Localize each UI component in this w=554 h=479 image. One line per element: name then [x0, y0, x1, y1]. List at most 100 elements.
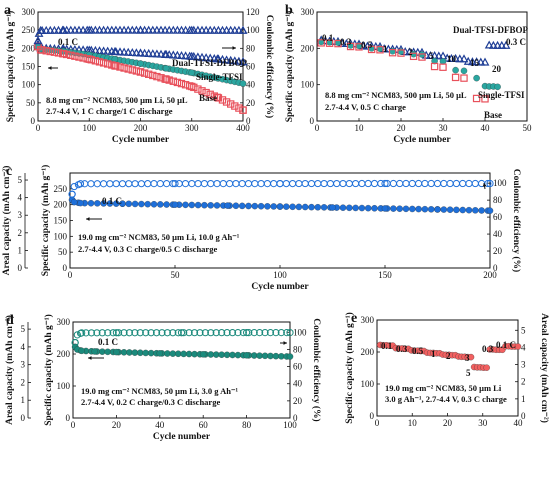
data-point [459, 54, 469, 63]
data-point [158, 329, 166, 337]
data-point [345, 179, 353, 188]
data-point [123, 25, 133, 34]
y-tick-label: 100 [54, 231, 68, 241]
y2-tick-label: 80 [293, 344, 303, 354]
data-point [87, 199, 95, 207]
data-point [177, 25, 186, 34]
data-point [213, 202, 221, 209]
data-point [415, 179, 423, 188]
data-point [125, 200, 133, 208]
data-point [138, 200, 145, 208]
y-tick-label: 300 [301, 7, 315, 17]
x-tick-label: 10 [355, 123, 365, 133]
y-axis-title: Specific capacity (mAh g⁻¹) [43, 314, 54, 426]
data-point [188, 69, 195, 76]
data-point [465, 179, 473, 188]
data-point [120, 349, 128, 356]
data-point [326, 179, 334, 188]
data-point [390, 205, 397, 212]
data-point [440, 179, 448, 188]
data-point [381, 205, 389, 212]
data-point [251, 202, 259, 210]
data-point [301, 203, 309, 211]
data-point [383, 44, 393, 53]
data-point [257, 180, 265, 188]
data-point [95, 25, 104, 34]
data-point [434, 206, 441, 213]
data-point [329, 204, 336, 211]
data-point [238, 57, 248, 66]
y-tick-label: 50 [26, 98, 36, 108]
data-point [228, 329, 237, 337]
data-point [213, 93, 222, 102]
data-point [200, 180, 208, 188]
data-point [415, 205, 422, 213]
y2-tick-label: 40 [246, 80, 256, 90]
data-point [446, 206, 454, 213]
data-point [286, 353, 294, 360]
data-point [181, 25, 191, 34]
x-tick-label: 60 [199, 420, 209, 430]
y2-axis-title: Coulombic efficiency (%) [311, 318, 322, 421]
data-point [187, 25, 197, 34]
data-point [180, 329, 188, 337]
y2-tick-label: 0 [493, 263, 498, 273]
data-point [157, 74, 165, 82]
y-tick-label: 300 [57, 317, 71, 327]
data-point [364, 179, 372, 188]
data-point [109, 329, 117, 337]
x-tick-label: 200 [483, 270, 497, 280]
data-point [230, 56, 240, 65]
condition-note: 8.8 mg cm⁻² NCM83, 500 μm Li, 50 μL [46, 95, 188, 105]
data-point [148, 25, 158, 34]
annotation-label: 1 [431, 349, 436, 359]
data-point [494, 83, 501, 91]
data-point [103, 25, 113, 34]
data-point [127, 47, 137, 57]
outer-y-tick-label: 5 [21, 324, 26, 334]
y-axis-title: Specific capacity (mAh g⁻¹) [40, 165, 51, 277]
data-point [149, 71, 157, 80]
data-point [164, 350, 171, 357]
data-point [478, 207, 485, 214]
data-point [104, 329, 112, 337]
data-point [459, 179, 467, 188]
data-point [376, 46, 384, 54]
data-point [213, 25, 223, 34]
data-point [235, 104, 243, 112]
data-point [142, 329, 150, 337]
data-point [451, 53, 461, 62]
data-point [308, 203, 315, 211]
data-point [169, 77, 177, 85]
y-tick-label: 300 [361, 315, 375, 325]
axis-arrow-head [86, 217, 90, 221]
data-point [144, 180, 152, 188]
condition-note: 19.0 mg cm⁻² NCM83, 50 μm Li, 3.0 g Ah⁻¹ [81, 386, 238, 396]
data-point [486, 179, 494, 188]
y-tick-label: 200 [22, 43, 36, 53]
data-point [201, 201, 208, 209]
annotation-label: 0.1 C [98, 337, 118, 347]
data-point [471, 179, 479, 188]
y2-tick-label: 20 [493, 246, 503, 256]
outer-y-tick-label: 0 [18, 263, 23, 273]
data-point [381, 179, 389, 188]
data-point [185, 329, 193, 337]
data-point [120, 64, 128, 72]
data-point [116, 63, 124, 71]
data-point [85, 55, 93, 63]
data-point [283, 203, 290, 210]
data-point [256, 329, 264, 337]
y2-tick-label: 2 [521, 377, 526, 387]
series-single-tfsi [317, 38, 501, 91]
data-point [197, 25, 207, 34]
data-point [156, 180, 164, 188]
data-point [226, 55, 236, 64]
data-point [181, 180, 190, 188]
panel-label: d [6, 313, 14, 328]
y-tick-label: 200 [54, 200, 68, 210]
data-point [431, 57, 438, 65]
annotation-label: 0.1 C [102, 196, 122, 206]
data-point [286, 329, 294, 337]
